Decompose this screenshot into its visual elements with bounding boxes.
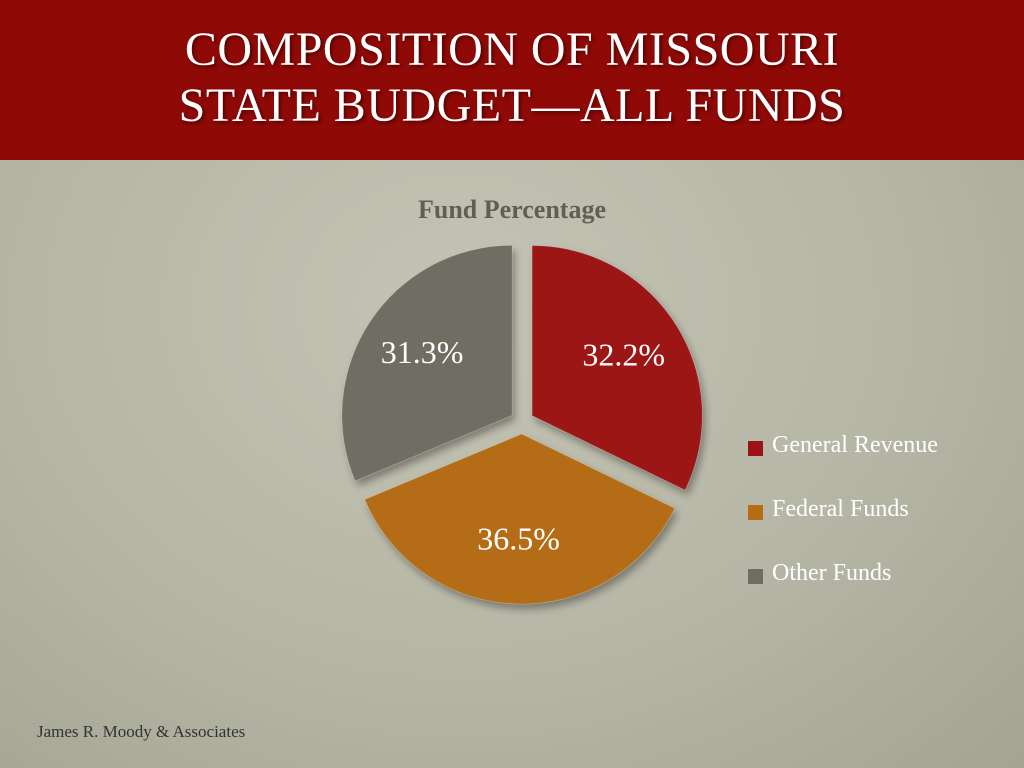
legend-swatch-general-revenue — [748, 441, 763, 456]
pie-slices — [341, 244, 703, 605]
footer-credit: James R. Moody & Associates — [37, 722, 246, 741]
data-label-general-revenue: 32.2% — [582, 337, 665, 373]
chart-title: Fund Percentage — [418, 195, 606, 224]
pie-data-labels: 32.2% 36.5% 31.3% — [381, 334, 665, 556]
data-label-other-funds: 31.3% — [381, 334, 464, 370]
data-label-federal-funds: 36.5% — [477, 520, 560, 556]
slide-title-line-2: STATE BUDGET—ALL FUNDS — [178, 79, 846, 132]
slide-title-line-1: COMPOSITION OF MISSOURI — [184, 23, 840, 76]
pie-slice-other-funds — [341, 244, 513, 482]
title-band: COMPOSITION OF MISSOURI STATE BUDGET—ALL… — [0, 0, 1024, 160]
legend-swatch-other-funds — [748, 569, 763, 584]
slide-title: COMPOSITION OF MISSOURI STATE BUDGET—ALL… — [0, 22, 1024, 134]
legend-label-other-funds: Other Funds — [772, 560, 892, 586]
legend-label-federal-funds: Federal Funds — [772, 496, 909, 522]
pie-slice-general-revenue — [531, 245, 703, 491]
pie-slice-federal-funds — [364, 433, 676, 605]
legend-swatch-federal-funds — [748, 505, 763, 520]
legend-label-general-revenue: General Revenue — [772, 432, 938, 458]
